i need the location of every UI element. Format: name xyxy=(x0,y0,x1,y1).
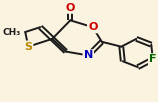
Text: O: O xyxy=(88,22,97,32)
Text: S: S xyxy=(24,42,32,52)
Text: N: N xyxy=(84,50,93,60)
Text: S: S xyxy=(24,42,32,52)
Text: O: O xyxy=(88,22,97,32)
Text: CH₃: CH₃ xyxy=(3,28,21,37)
Text: CH₃: CH₃ xyxy=(3,28,21,37)
Text: F: F xyxy=(149,54,157,64)
Text: F: F xyxy=(149,54,157,64)
Text: O: O xyxy=(66,3,75,13)
Text: O: O xyxy=(66,3,75,13)
Text: N: N xyxy=(84,50,93,60)
